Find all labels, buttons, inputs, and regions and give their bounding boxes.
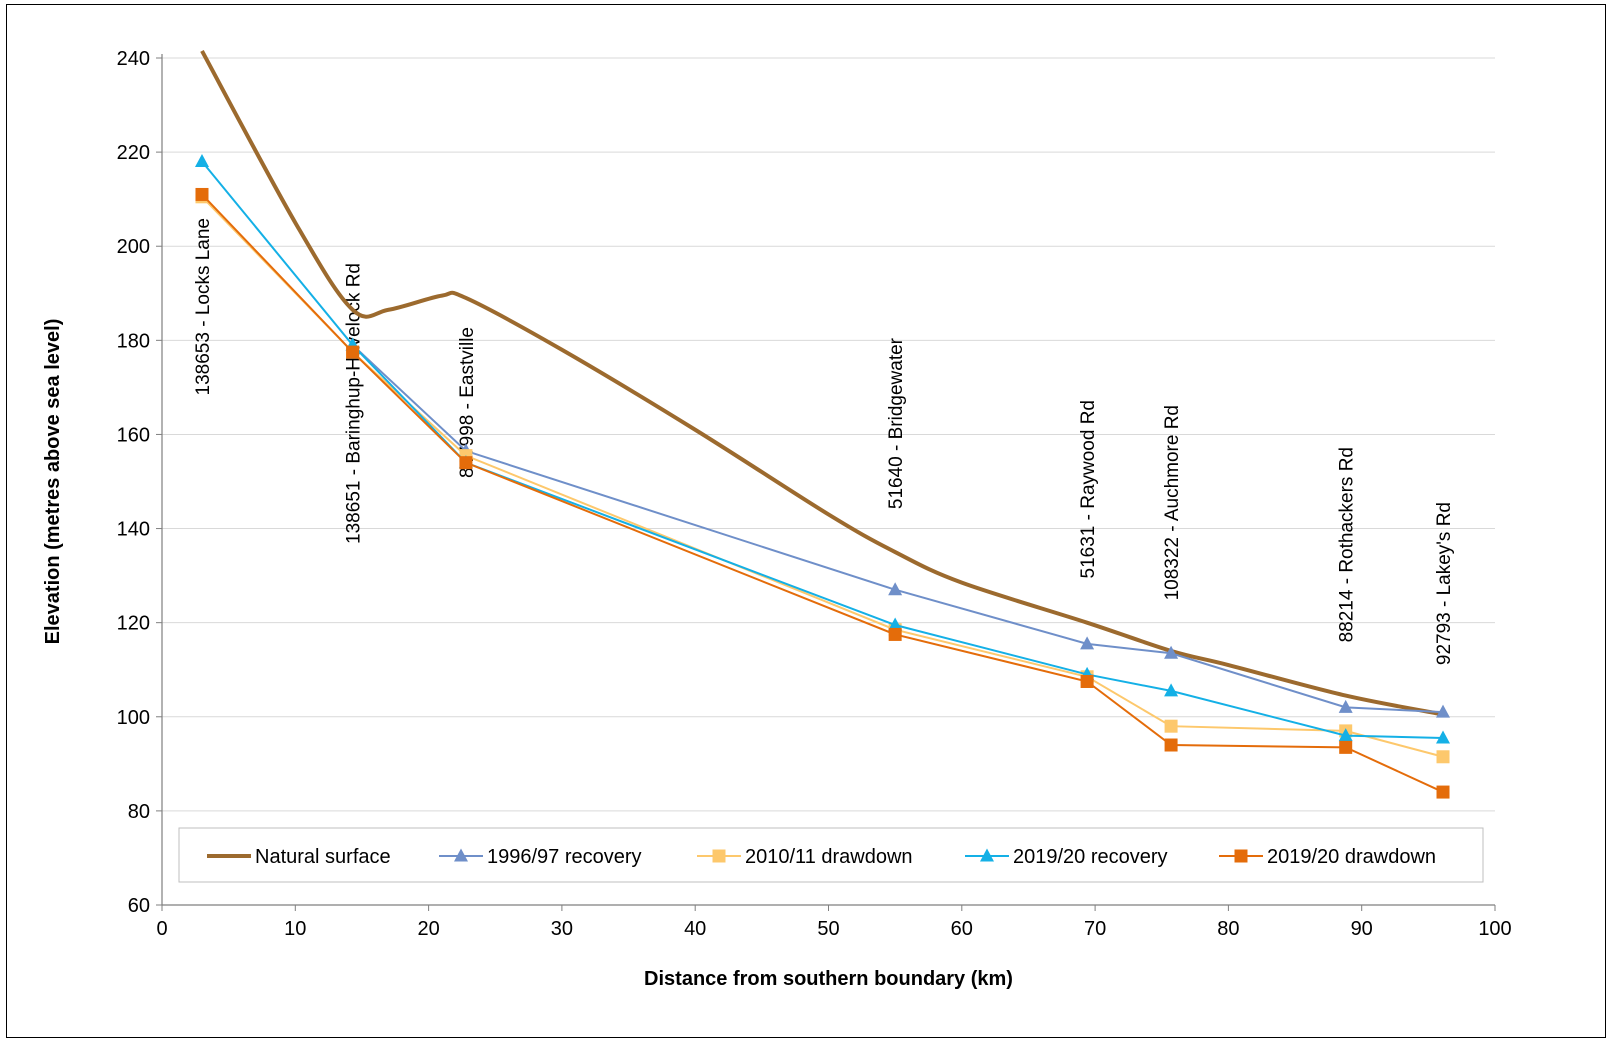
series-3 <box>195 154 1450 743</box>
legend-label: Natural surface <box>255 846 391 868</box>
x-tick-label: 90 <box>1351 918 1373 940</box>
legend-label: 2010/11 drawdown <box>745 846 913 868</box>
data-point <box>1339 741 1352 754</box>
x-tick-label: 20 <box>417 918 439 940</box>
x-tick-label: 0 <box>156 918 167 940</box>
legend-label: 2019/20 drawdown <box>1267 846 1436 868</box>
data-point <box>1165 720 1178 733</box>
legend-marker <box>713 850 726 863</box>
site-label: 138653 - Locks Lane <box>193 218 214 395</box>
series-4 <box>195 188 1449 799</box>
data-point <box>1165 739 1178 752</box>
data-point <box>459 456 472 469</box>
y-tick-label: 100 <box>117 707 150 729</box>
site-label: 88214 - Rothackers Rd <box>1337 447 1358 642</box>
data-point <box>889 628 902 641</box>
data-point <box>1437 750 1450 763</box>
site-label: 51631 - Raywood Rd <box>1078 400 1099 579</box>
y-tick-label: 240 <box>117 48 150 70</box>
legend-marker <box>1235 850 1248 863</box>
x-tick-label: 100 <box>1478 918 1511 940</box>
y-tick-label: 120 <box>117 613 150 635</box>
y-axis-title: Elevation (metres above sea level) <box>42 319 64 645</box>
x-tick-label: 30 <box>551 918 573 940</box>
series-lines <box>195 51 1450 799</box>
data-point <box>346 346 359 359</box>
data-point <box>1437 786 1450 799</box>
y-tick-label: 60 <box>128 895 150 917</box>
x-axis-title: Distance from southern boundary (km) <box>644 968 1013 990</box>
y-tick-label: 200 <box>117 236 150 258</box>
elevation-profile-chart: 60 80 100 120 140 160 180 200 220 240 0 10 20 30 40 50 6… <box>7 5 1607 1039</box>
x-tick-label: 80 <box>1217 918 1239 940</box>
legend: Natural surface 1996/97 recovery 2010/11 d… <box>179 828 1483 882</box>
data-point <box>195 154 209 167</box>
x-tick-label: 60 <box>951 918 973 940</box>
x-tick-label: 10 <box>284 918 306 940</box>
x-tick-label: 50 <box>817 918 839 940</box>
axes: 60 80 100 120 140 160 180 200 220 240 0 10 20 30 40 50 6… <box>117 48 1512 940</box>
x-tick-label: 40 <box>684 918 706 940</box>
series-line <box>202 162 1443 738</box>
data-point <box>195 188 208 201</box>
site-label: 108322 - Auchmore Rd <box>1162 405 1183 600</box>
site-label: 51640 - Bridgewater <box>886 337 907 509</box>
chart-frame: 60 80 100 120 140 160 180 200 220 240 0 10 20 30 40 50 6… <box>6 4 1606 1038</box>
legend-label: 2019/20 recovery <box>1013 846 1168 868</box>
y-tick-label: 180 <box>117 330 150 352</box>
x-tick-label: 70 <box>1084 918 1106 940</box>
series-line <box>202 194 1443 792</box>
site-label: 92793 - Lakey's Rd <box>1434 502 1455 665</box>
y-tick-label: 80 <box>128 801 150 823</box>
data-point <box>1081 675 1094 688</box>
legend-label: 1996/97 recovery <box>487 846 642 868</box>
y-tick-label: 220 <box>117 142 150 164</box>
y-tick-label: 140 <box>117 519 150 541</box>
y-tick-label: 160 <box>117 424 150 446</box>
series-2 <box>195 190 1449 763</box>
